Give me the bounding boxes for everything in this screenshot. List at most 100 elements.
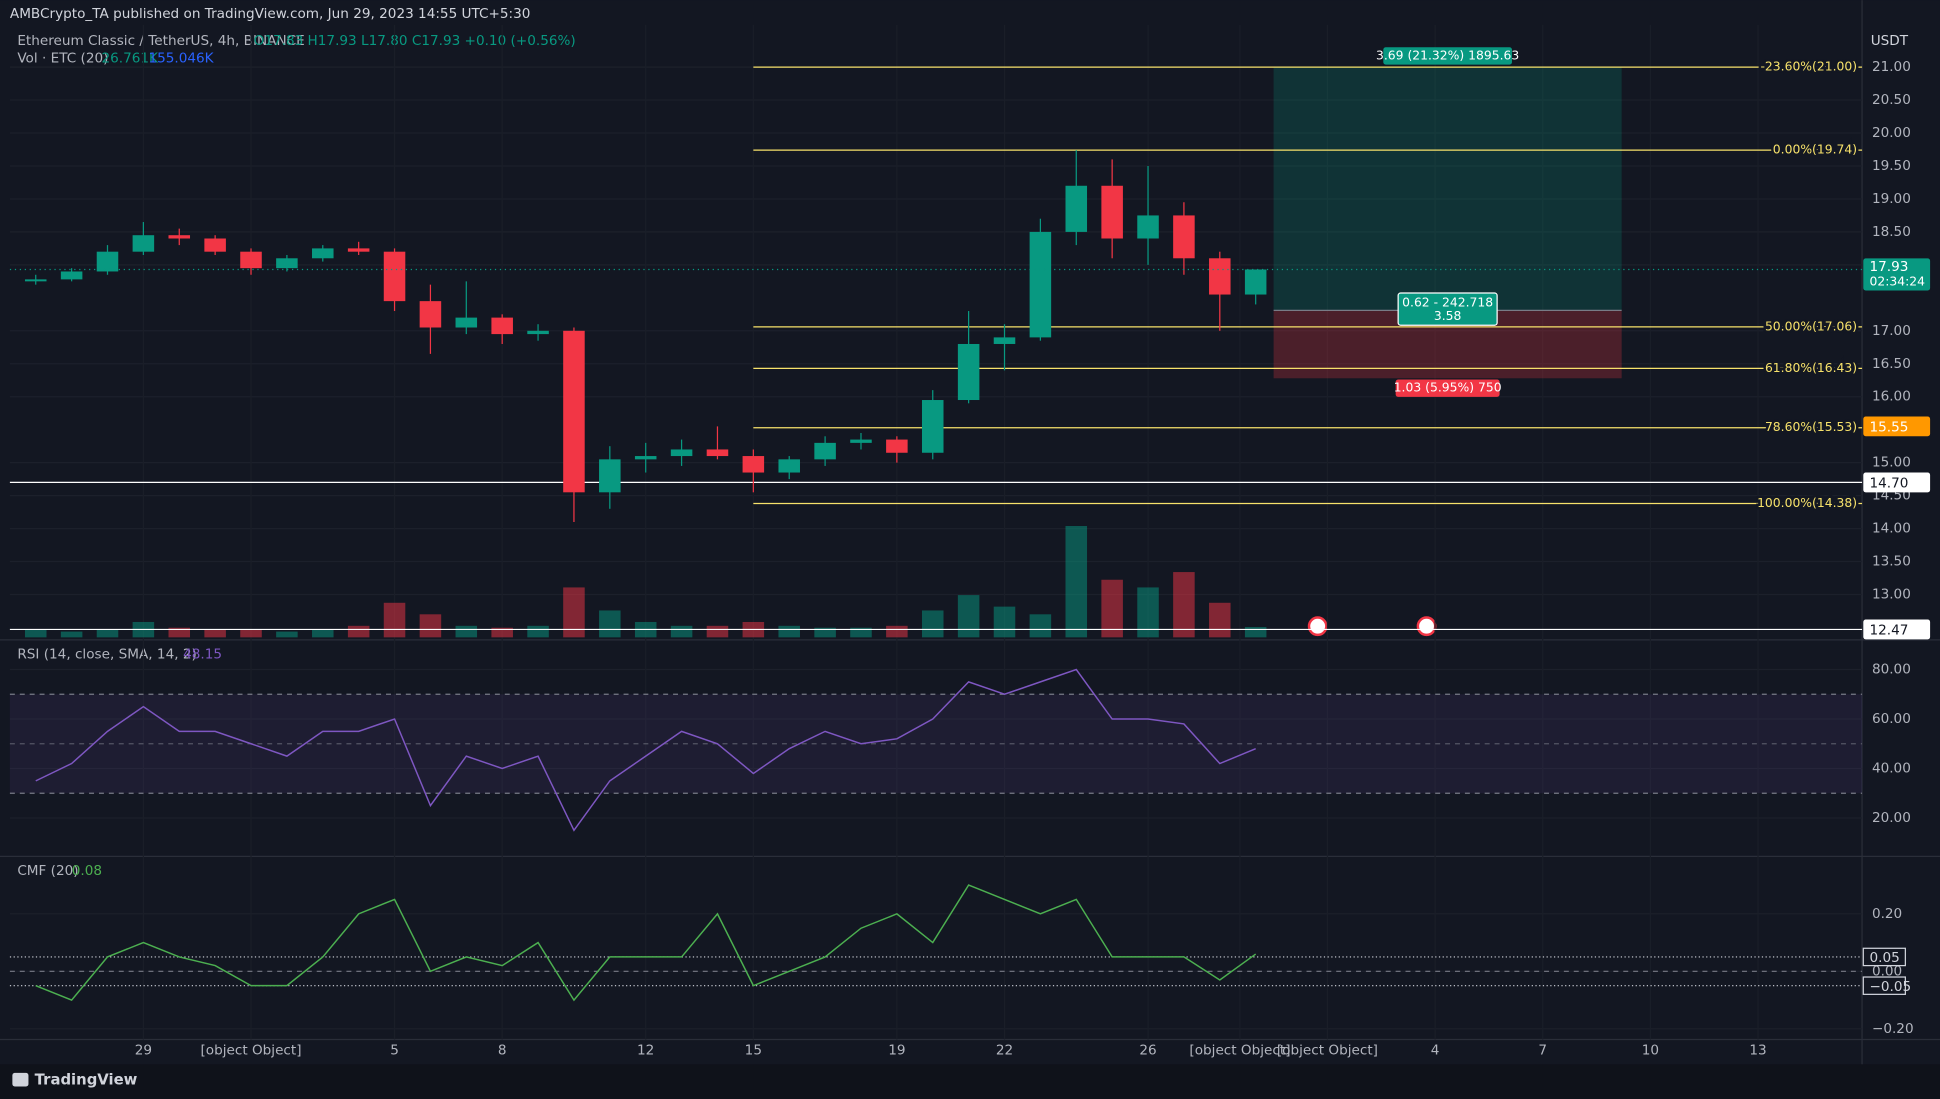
- y-tick-label: 13.00: [1872, 586, 1911, 602]
- target-label-box: [1383, 47, 1512, 65]
- x-tick-label: 19: [888, 1043, 905, 1059]
- volume-bar: [670, 625, 693, 638]
- x-tick-label: [object Object]: [200, 1043, 301, 1059]
- level-label-box: [1863, 619, 1931, 640]
- rsi-value: 48.15: [183, 647, 222, 663]
- candle-body: [1209, 258, 1231, 295]
- volume-bar: [455, 625, 478, 638]
- event-icon[interactable]: [1307, 616, 1328, 637]
- countdown: 02:34:24: [1869, 274, 1925, 288]
- y-tick-label: 0.20: [1872, 906, 1902, 922]
- fib-label: 0.00%(19.74): [1773, 143, 1857, 157]
- volume-label: 26.761K: [101, 50, 159, 66]
- candle-body: [312, 248, 334, 259]
- y-tick-label: 0.00: [1872, 963, 1902, 979]
- volume-bar: [706, 625, 729, 638]
- entry-label: 3.58: [1434, 309, 1462, 323]
- y-tick-label: 20.00: [1872, 125, 1911, 141]
- volume-bar: [1209, 602, 1231, 638]
- y-tick-label: 60.00: [1872, 711, 1911, 727]
- y-tick-label: 20.00: [1872, 810, 1911, 826]
- volume-bar: [921, 610, 944, 638]
- y-tick-label: 18.50: [1872, 224, 1911, 240]
- x-tick-label: 7: [1538, 1043, 1547, 1059]
- volume-bar: [383, 602, 406, 638]
- candle-body: [168, 235, 191, 239]
- volume-bar: [993, 606, 1016, 638]
- x-tick-label: 10: [1642, 1043, 1659, 1059]
- volume-bar: [24, 629, 47, 638]
- candle-body: [814, 442, 836, 460]
- x-tick-label: [object Object]: [1277, 1043, 1378, 1059]
- y-tick-label: 15.00: [1872, 455, 1911, 471]
- last-price: 17.93: [1869, 259, 1908, 275]
- ref-label: −0.05: [1869, 979, 1911, 995]
- publisher: AMBCrypto_TA published on TradingView.co…: [10, 6, 531, 22]
- y-tick-label: 17.00: [1872, 323, 1911, 339]
- candle-body: [706, 449, 729, 457]
- candle-body: [563, 330, 585, 493]
- candle-body: [1101, 185, 1123, 239]
- volume-bar: [814, 627, 836, 638]
- candle-body: [850, 439, 872, 443]
- y-tick-label: 19.00: [1872, 191, 1911, 207]
- candle-body: [455, 317, 478, 328]
- fib-label: -23.60%(21.00): [1760, 60, 1857, 74]
- indicator-line: [35, 668, 1256, 832]
- fib-label: 61.80%(16.43): [1765, 361, 1857, 375]
- volume-bar: [240, 629, 262, 638]
- event-icon[interactable]: [1416, 616, 1437, 637]
- candle-body: [419, 301, 442, 328]
- candle-body: [132, 235, 155, 252]
- volume-bar: [347, 625, 370, 638]
- y-tick-label: 20.50: [1872, 92, 1911, 108]
- y-tick-label: 21.00: [1872, 59, 1911, 75]
- candle-body: [1065, 185, 1088, 232]
- y-tick-label: 80.00: [1872, 662, 1911, 678]
- candle-body: [383, 251, 406, 302]
- candle-body: [634, 456, 657, 460]
- ref-label-box: [1862, 976, 1906, 995]
- level-label-box: [1863, 472, 1931, 493]
- volume-bar: [419, 614, 442, 638]
- volume-bar: [599, 610, 621, 638]
- last-price-box: [1863, 258, 1931, 291]
- volume-title: Vol · ETC (20): [17, 50, 108, 66]
- volume-bar: [957, 595, 980, 638]
- x-tick-label: 22: [996, 1043, 1013, 1059]
- candle-body: [921, 400, 944, 453]
- candle-body: [599, 459, 621, 493]
- candle-body: [993, 337, 1016, 344]
- x-tick-label: 4: [1431, 1043, 1440, 1059]
- volume-bar: [491, 627, 513, 638]
- candle-body: [276, 258, 298, 269]
- position-profit: [1273, 67, 1622, 311]
- volume-bar: [96, 629, 119, 638]
- chart-title: Ethereum Classic / TetherUS, 4h, BINANCE: [17, 33, 304, 49]
- fib-label: 50.00%(17.06): [1765, 319, 1857, 333]
- volume-bar: [168, 627, 191, 638]
- level-label: 14.70: [1869, 476, 1908, 492]
- target-label: 3.69 (21.32%) 1895.63: [1376, 48, 1519, 62]
- rsi-title: RSI (14, close, SMA, 14, 2): [17, 647, 197, 663]
- currency: USDT: [1871, 33, 1909, 49]
- volume-bar: [1137, 587, 1159, 638]
- candle-body: [60, 271, 83, 280]
- price-mark-label: 15.55: [1869, 420, 1908, 436]
- volume-bar: [204, 629, 226, 638]
- candle-body: [240, 251, 262, 269]
- volume-bar: [60, 631, 83, 638]
- indicator-line: [35, 884, 1257, 1002]
- x-tick-label: 15: [745, 1043, 762, 1059]
- volume-bar: [886, 625, 908, 638]
- candle-body: [1137, 215, 1159, 239]
- volume-bar: [1173, 572, 1195, 638]
- y-tick-label: −0.20: [1872, 1021, 1914, 1037]
- candle-body: [778, 459, 800, 473]
- x-tick-label: 26: [1139, 1043, 1156, 1059]
- candle-body: [957, 343, 980, 401]
- volume-bar: [1101, 579, 1123, 638]
- stop-label-box: [1395, 379, 1500, 397]
